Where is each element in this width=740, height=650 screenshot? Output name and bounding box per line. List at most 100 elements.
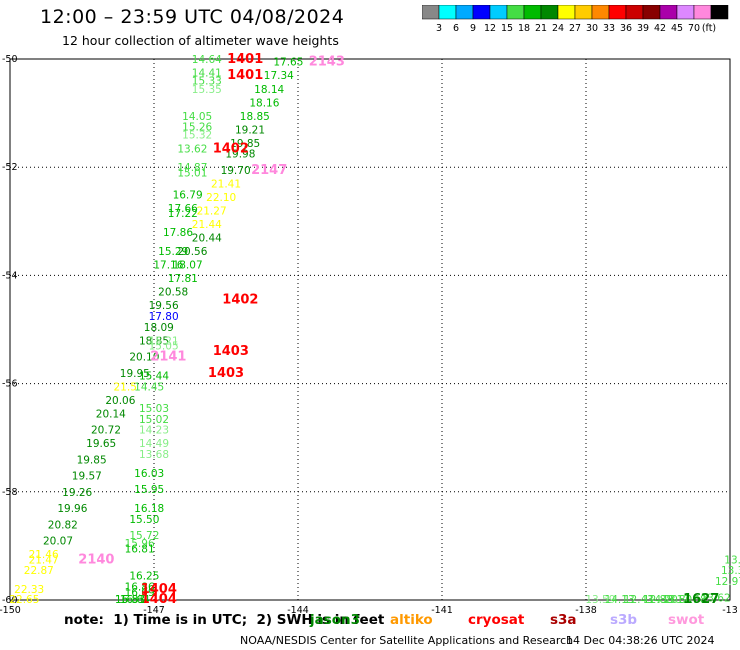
wave-height-label: 21.47 (29, 554, 59, 566)
wave-height-label: 14.87 (177, 162, 207, 174)
wave-height-label: 20.82 (48, 519, 78, 531)
wave-height-label: 15.01 (177, 168, 207, 180)
wave-height-label: 17.22 (168, 208, 198, 220)
wave-height-label: 15.26 (182, 122, 212, 134)
wave-height-label: 20.56 (177, 246, 207, 258)
wave-height-label: 14.49 (139, 438, 169, 450)
wave-height-label: 20.14 (96, 408, 126, 420)
x-tick-label: -144 (287, 605, 309, 616)
wave-height-label: 19.65 (86, 438, 116, 450)
x-tick-label: -150 (0, 605, 21, 616)
wave-height-label: 13.1 (724, 554, 740, 566)
axis-tick-labels: -150 -147 -144 -141 -138 -13 -50 -52 -54 -56 -58 -6… (0, 54, 738, 616)
wave-height-label: 14.05 (182, 111, 212, 123)
wave-height-label: 19.85 (230, 138, 260, 150)
wave-height-label: 21.41 (211, 178, 241, 190)
pass-time-label: 1401 (227, 52, 263, 67)
wave-height-label: 19.56 (149, 300, 179, 312)
wave-height-label: 15.95 (134, 484, 164, 496)
legend-label: 3 (436, 23, 442, 34)
wave-height-label: 18.14 (254, 84, 284, 96)
wave-height-label: 18.85 (240, 111, 270, 123)
wave-height-label: 15.72 (129, 530, 159, 542)
wave-height-label: 12.97 (715, 576, 740, 588)
wave-height-label: 16.53 (115, 594, 145, 606)
wave-height-label: 19.21 (235, 124, 265, 136)
x-tick-label: -147 (143, 605, 165, 616)
wave-height-label: 16.25 (129, 571, 159, 583)
pass-time-label: 2147 (251, 163, 287, 178)
legend-label: 39 (637, 23, 649, 34)
wave-height-label: 14.41 (192, 68, 222, 80)
chart-subtitle: 12 hour collection of altimeter wave hei… (62, 33, 339, 48)
wave-height-label: 18.07 (173, 260, 203, 272)
wave-height-label: 18.16 (249, 97, 279, 109)
wave-height-label: 14.13 (605, 594, 635, 606)
wave-height-label: 20.44 (192, 233, 222, 245)
wave-height-label: 19.26 (62, 487, 92, 499)
wave-height-label: 13.62 (177, 143, 207, 155)
wave-height-label: 15.33 (192, 76, 222, 88)
legend-label: 42 (654, 23, 666, 34)
wave-height-label: 14.23 (139, 425, 169, 437)
wave-height-label: 14.45 (134, 381, 164, 393)
wave-height-label: 20.58 (158, 287, 188, 299)
wave-height-label: 16.79 (173, 189, 203, 201)
pass-time-label: 1627 (683, 592, 719, 607)
plot-frame (9, 58, 731, 601)
wave-height-label: 19.98 (225, 149, 255, 161)
legend-label: 9 (470, 23, 476, 34)
wave-height-label: 15.81 (115, 594, 145, 606)
wave-height-label: 22.65 (9, 594, 39, 606)
wave-height-label: 15.02 (139, 414, 169, 426)
wave-height-label: 14.64 (192, 54, 222, 66)
wave-height-label: 15.35 (192, 84, 222, 96)
legend-label: 33 (603, 23, 615, 34)
wave-height-label: 19.70 (221, 165, 251, 177)
wave-height-label: 15.03 (139, 403, 169, 415)
wave-height-label: 15.44 (139, 370, 169, 382)
wave-height-label: 20.06 (105, 395, 135, 407)
credit-line: NOAA/NESDIS Center for Satellite Applica… (240, 634, 574, 647)
y-tick-label: -50 (2, 54, 18, 65)
y-tick-label: -54 (2, 270, 18, 281)
pass-time-label: 2143 (309, 55, 345, 70)
pass-time-label: 2141 (150, 350, 186, 365)
wave-height-label: 19.95 (120, 368, 150, 380)
chart-title: 12:00 – 23:59 UTC 04/08/2024 (40, 6, 345, 28)
wave-height-label: 15.50 (129, 514, 159, 526)
wave-height-label: 22.87 (24, 565, 54, 577)
satellite-s3a: s3a (550, 612, 577, 628)
wave-height-label: 13.37 (721, 565, 740, 577)
pass-time-label: 1403 (213, 344, 249, 359)
wave-height-label: 17.65 (273, 57, 303, 69)
wave-height-label: 13.68 (139, 449, 169, 461)
x-tick-label: -138 (575, 605, 597, 616)
wave-height-label: 15.32 (182, 130, 212, 142)
grid-lines (10, 59, 730, 600)
satellite-cryosat: cryosat (468, 612, 525, 628)
wave-height-label: 12.58 (677, 594, 707, 606)
wave-height-label: 12.43 (624, 594, 654, 606)
satellite-s3b: s3b (610, 612, 638, 628)
legend-unit: (ft) (702, 23, 716, 34)
legend-label: 45 (671, 23, 683, 34)
pass-time-label: 1402 (222, 293, 258, 308)
pass-time-label: 2140 (78, 552, 114, 567)
legend-label: 36 (620, 23, 632, 34)
wave-height-label: 17.81 (168, 273, 198, 285)
pass-time-label: 1401 (227, 68, 263, 83)
footer-note: note: 1) Time is in UTC; 2) SWH is in fe… (64, 612, 385, 628)
wave-height-label: 15.21 (149, 335, 179, 347)
wave-height-label: 20.72 (91, 425, 121, 437)
wave-height-label: 22.33 (14, 584, 44, 596)
pass-time-label: 1402 (213, 141, 249, 156)
wave-height-label: 16.18 (134, 503, 164, 515)
satellite-swot: swot (668, 612, 705, 628)
wave-height-label: 21.44 (192, 219, 222, 231)
x-tick-label: -13 (722, 605, 738, 616)
color-legend: 3 6 9 12 15 18 21 24 27 30 33 36 39 42 45 70 (ft) (422, 5, 729, 34)
wave-height-label: 16.81 (125, 544, 155, 556)
pass-time-label: 1404 (141, 582, 177, 597)
